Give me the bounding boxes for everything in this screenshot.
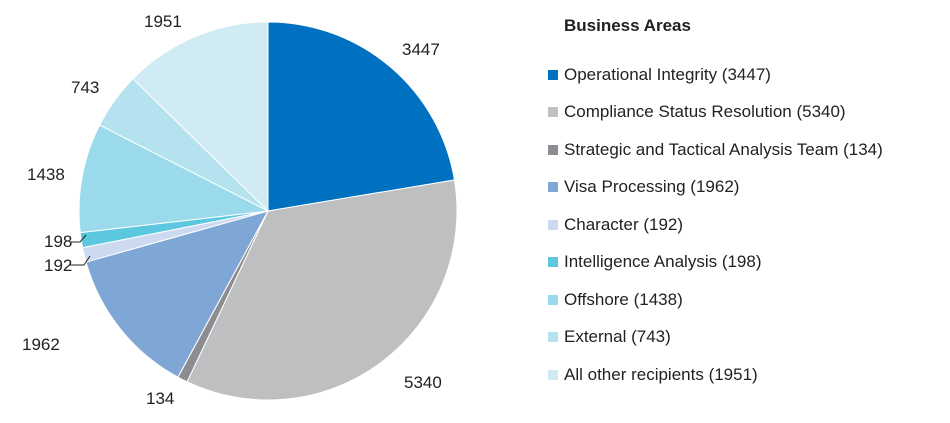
- data-label-visa-processing: 1962: [22, 335, 60, 354]
- legend-swatch: [548, 182, 558, 193]
- legend-swatch: [548, 257, 558, 268]
- pie-slice-compliance-status-resolution: [186, 179, 458, 401]
- legend-swatch: [548, 144, 558, 155]
- data-label-operational-integrity: 3447: [402, 40, 440, 59]
- legend-label: All other recipients (1951): [564, 364, 758, 384]
- legend-swatch: [548, 332, 558, 343]
- legend-item-all-other-recipients: All other recipients (1951): [548, 356, 943, 394]
- pie-slice-offshore: [78, 124, 270, 234]
- legend-items: Operational Integrity (3447) Compliance …: [548, 56, 943, 394]
- legend-label: Operational Integrity (3447): [564, 64, 771, 84]
- data-label-intelligence-analysis: 198: [44, 232, 72, 251]
- legend-label: Strategic and Tactical Analysis Team (13…: [564, 139, 883, 159]
- legend-label: Intelligence Analysis (198): [564, 252, 762, 272]
- leader-line-character: [70, 255, 91, 266]
- legend-title: Business Areas: [564, 16, 691, 35]
- legend-swatch: [548, 219, 558, 230]
- legend-item-visa-processing: Visa Processing (1962): [548, 169, 943, 207]
- data-label-offshore: 1438: [27, 165, 65, 184]
- legend-item-offshore: Offshore (1438): [548, 281, 943, 319]
- legend-item-strategic-tactical-analysis-team: Strategic and Tactical Analysis Team (13…: [548, 131, 943, 169]
- legend-swatch: [548, 294, 558, 305]
- pie-slice-operational-integrity: [267, 21, 456, 212]
- legend-label: Character (192): [564, 214, 684, 234]
- legend-swatch: [548, 107, 558, 118]
- pie-slice-all-other-recipients: [132, 21, 269, 213]
- legend-label: Visa Processing (1962): [564, 177, 740, 197]
- data-label-all-other-recipients: 1951: [144, 12, 182, 31]
- pie-slice-visa-processing: [85, 210, 270, 378]
- data-label-strategic-and-tactical-analysis-team: 134: [146, 389, 174, 408]
- legend-label: External (743): [564, 327, 671, 347]
- leader-line-intelligence-analysis: [70, 234, 87, 243]
- data-label-character: 192: [44, 256, 72, 275]
- legend-swatch: [548, 369, 558, 380]
- legend: Business Areas Operational Integrity (34…: [548, 16, 943, 394]
- data-label-compliance-status-resolution: 5340: [404, 373, 442, 392]
- legend-item-intelligence-analysis: Intelligence Analysis (198): [548, 244, 943, 282]
- legend-item-external: External (743): [548, 319, 943, 357]
- legend-label: Compliance Status Resolution (5340): [564, 102, 846, 122]
- legend-label: Offshore (1438): [564, 289, 683, 309]
- legend-swatch: [548, 69, 558, 80]
- legend-item-operational-integrity: Operational Integrity (3447): [548, 56, 943, 94]
- data-label-external: 743: [71, 78, 99, 97]
- legend-item-character: Character (192): [548, 206, 943, 244]
- legend-item-compliance-status-resolution: Compliance Status Resolution (5340): [548, 94, 943, 132]
